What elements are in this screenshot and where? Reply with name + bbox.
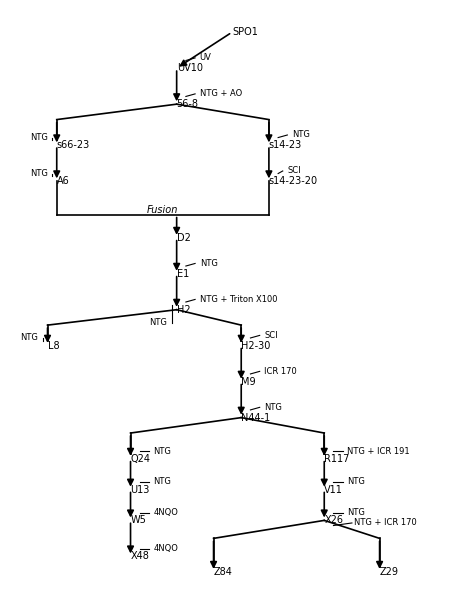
Text: NTG: NTG bbox=[153, 446, 171, 455]
Text: 4NQO: 4NQO bbox=[153, 508, 178, 517]
Text: H2: H2 bbox=[176, 304, 190, 315]
Text: R117: R117 bbox=[324, 454, 349, 464]
Text: NTG: NTG bbox=[30, 169, 47, 178]
Text: NTG: NTG bbox=[199, 259, 217, 268]
Text: SCI: SCI bbox=[287, 167, 300, 176]
Text: NTG + Triton X100: NTG + Triton X100 bbox=[199, 295, 276, 304]
Text: Fusion: Fusion bbox=[146, 205, 178, 214]
Text: ICR 170: ICR 170 bbox=[264, 367, 296, 376]
Text: X26: X26 bbox=[324, 515, 343, 525]
Text: UV: UV bbox=[199, 53, 211, 62]
Text: NTG: NTG bbox=[30, 133, 47, 142]
Text: NTG + AO: NTG + AO bbox=[199, 89, 241, 98]
Text: L8: L8 bbox=[47, 341, 59, 351]
Text: s14-23-20: s14-23-20 bbox=[269, 176, 317, 186]
Text: UV10: UV10 bbox=[176, 63, 202, 73]
Text: NTG: NTG bbox=[291, 130, 309, 140]
Text: NTG: NTG bbox=[347, 508, 364, 517]
Text: s14-23: s14-23 bbox=[269, 140, 301, 150]
Text: NTG + ICR 170: NTG + ICR 170 bbox=[353, 518, 416, 527]
Text: W5: W5 bbox=[130, 515, 146, 525]
Text: Z84: Z84 bbox=[213, 567, 232, 577]
Text: H2-30: H2-30 bbox=[241, 341, 270, 351]
Text: Z29: Z29 bbox=[379, 567, 398, 577]
Text: s66-23: s66-23 bbox=[56, 140, 90, 150]
Text: NTG + ICR 191: NTG + ICR 191 bbox=[347, 446, 409, 455]
Text: SCI: SCI bbox=[264, 331, 277, 340]
Text: D2: D2 bbox=[176, 233, 190, 243]
Text: E1: E1 bbox=[176, 269, 188, 278]
Text: A6: A6 bbox=[56, 176, 69, 186]
Text: N44-1: N44-1 bbox=[241, 413, 270, 423]
Text: NTG: NTG bbox=[347, 477, 364, 486]
Text: NTG: NTG bbox=[20, 333, 38, 342]
Text: 4NQO: 4NQO bbox=[153, 544, 178, 553]
Text: NTG: NTG bbox=[149, 318, 167, 327]
Text: NTG: NTG bbox=[153, 477, 171, 486]
Text: U13: U13 bbox=[130, 484, 150, 495]
Text: SPO1: SPO1 bbox=[232, 27, 257, 37]
Text: V11: V11 bbox=[324, 484, 342, 495]
Text: NTG: NTG bbox=[264, 403, 282, 412]
Text: M9: M9 bbox=[241, 377, 255, 387]
Text: 56-8: 56-8 bbox=[176, 99, 198, 109]
Text: Q24: Q24 bbox=[130, 454, 150, 464]
Text: X48: X48 bbox=[130, 551, 149, 561]
